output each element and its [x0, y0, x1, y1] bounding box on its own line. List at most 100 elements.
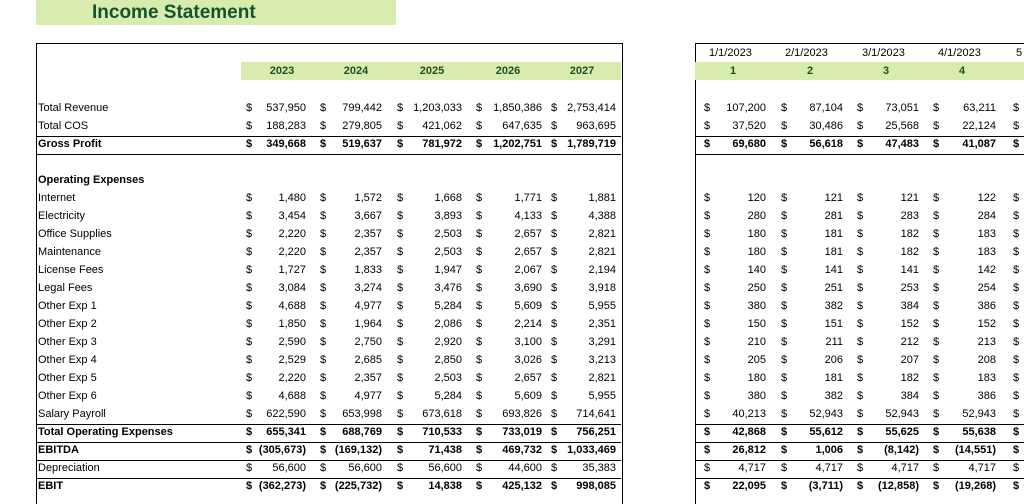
currency-symbol: $ — [1013, 102, 1020, 114]
amount-cell: 207 — [900, 354, 919, 366]
currency-symbol: $ — [781, 192, 788, 204]
currency-symbol: $ — [397, 264, 404, 276]
row-label: Total Revenue — [38, 102, 109, 114]
currency-symbol: $ — [857, 228, 864, 240]
currency-symbol: $ — [551, 120, 558, 132]
currency-symbol: $ — [246, 408, 253, 420]
currency-symbol: $ — [781, 462, 788, 474]
amount-cell: 4,977 — [354, 390, 382, 402]
amount-cell: 386 — [977, 390, 996, 402]
currency-symbol: $ — [246, 210, 253, 222]
amount-cell: 3,476 — [434, 282, 462, 294]
amount-cell: 254 — [977, 282, 996, 294]
amount-cell: 3,667 — [354, 210, 382, 222]
currency-symbol: $ — [1013, 336, 1020, 348]
summary-rule-right — [696, 424, 1024, 425]
amount-cell: 5,609 — [514, 390, 542, 402]
currency-symbol: $ — [246, 462, 253, 474]
currency-symbol: $ — [1013, 480, 1020, 492]
currency-symbol: $ — [476, 480, 483, 492]
currency-symbol: $ — [397, 228, 404, 240]
currency-symbol: $ — [933, 408, 940, 420]
year-header: 2023 — [269, 65, 295, 77]
date-header: 1/1/2023 — [709, 47, 752, 59]
currency-symbol: $ — [781, 408, 788, 420]
row-label: Other Exp 5 — [38, 372, 97, 384]
amount-cell: 384 — [900, 300, 919, 312]
amount-cell: 655,341 — [266, 426, 306, 438]
currency-symbol: $ — [781, 480, 788, 492]
row-label: Total COS — [38, 120, 89, 132]
month-header: 3 — [882, 65, 890, 77]
currency-symbol: $ — [857, 426, 864, 438]
amount-cell: 382 — [824, 390, 843, 402]
currency-symbol: $ — [1013, 444, 1020, 456]
currency-symbol: $ — [551, 318, 558, 330]
currency-symbol: $ — [857, 354, 864, 366]
amount-cell: 4,717 — [968, 462, 996, 474]
currency-symbol: $ — [246, 318, 253, 330]
amount-cell: 2,850 — [434, 354, 462, 366]
amount-cell: (14,551) — [955, 444, 996, 456]
amount-cell: 151 — [824, 318, 843, 330]
amount-cell: 4,688 — [278, 390, 306, 402]
row-label: Other Exp 4 — [38, 354, 97, 366]
row-label: Electricity — [38, 210, 86, 222]
amount-cell: 2,357 — [354, 372, 382, 384]
currency-symbol: $ — [476, 282, 483, 294]
currency-symbol: $ — [320, 336, 327, 348]
currency-symbol: $ — [551, 228, 558, 240]
amount-cell: 182 — [900, 246, 919, 258]
amount-cell: 180 — [747, 372, 766, 384]
amount-cell: 1,833 — [354, 264, 382, 276]
amount-cell: 40,213 — [732, 408, 766, 420]
amount-cell: 733,019 — [502, 426, 542, 438]
currency-symbol: $ — [781, 444, 788, 456]
month-header: 4 — [958, 65, 966, 77]
currency-symbol: $ — [476, 372, 483, 384]
currency-symbol: $ — [781, 282, 788, 294]
amount-cell: 280 — [747, 210, 766, 222]
currency-symbol: $ — [1013, 192, 1020, 204]
amount-cell: 3,918 — [588, 282, 616, 294]
amount-cell: 213 — [977, 336, 996, 348]
currency-symbol: $ — [320, 462, 327, 474]
currency-symbol: $ — [781, 372, 788, 384]
amount-cell: 2,220 — [278, 246, 306, 258]
amount-cell: 5,284 — [434, 300, 462, 312]
currency-symbol: $ — [1013, 282, 1020, 294]
amount-cell: 55,638 — [962, 426, 996, 438]
annual-panel — [36, 43, 623, 504]
currency-symbol: $ — [246, 282, 253, 294]
amount-cell: 35,383 — [582, 462, 616, 474]
currency-symbol: $ — [781, 138, 788, 150]
currency-symbol: $ — [933, 318, 940, 330]
currency-symbol: $ — [397, 246, 404, 258]
currency-symbol: $ — [551, 444, 558, 456]
currency-symbol: $ — [857, 444, 864, 456]
amount-cell: 2,657 — [514, 246, 542, 258]
row-label: Operating Expenses — [38, 174, 145, 186]
currency-symbol: $ — [476, 264, 483, 276]
currency-symbol: $ — [246, 264, 253, 276]
amount-cell: (362,273) — [258, 480, 306, 492]
amount-cell: 1,947 — [434, 264, 462, 276]
amount-cell: 284 — [977, 210, 996, 222]
amount-cell: 3,274 — [354, 282, 382, 294]
currency-symbol: $ — [1013, 462, 1020, 474]
currency-symbol: $ — [476, 210, 483, 222]
amount-cell: 2,657 — [514, 372, 542, 384]
currency-symbol: $ — [933, 282, 940, 294]
amount-cell: 2,920 — [434, 336, 462, 348]
currency-symbol: $ — [704, 210, 711, 222]
amount-cell: 253 — [900, 282, 919, 294]
currency-symbol: $ — [246, 300, 253, 312]
currency-symbol: $ — [857, 192, 864, 204]
currency-symbol: $ — [857, 246, 864, 258]
currency-symbol: $ — [320, 246, 327, 258]
amount-cell: 212 — [900, 336, 919, 348]
amount-cell: 380 — [747, 390, 766, 402]
currency-symbol: $ — [704, 102, 711, 114]
currency-symbol: $ — [704, 426, 711, 438]
month-header: 2 — [806, 65, 814, 77]
